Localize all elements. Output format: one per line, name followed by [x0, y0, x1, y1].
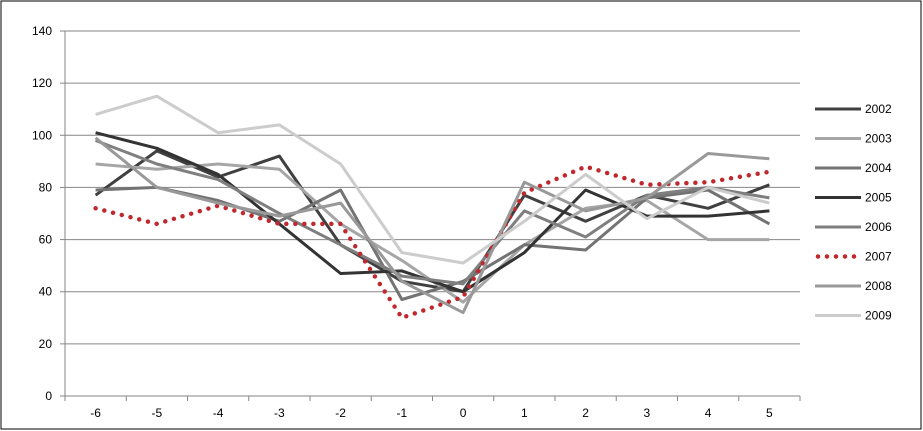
- x-tick-label: 4: [705, 406, 712, 420]
- series-line-2006: [95, 139, 770, 286]
- y-tick-label: 0: [45, 389, 52, 403]
- x-tick-label: -5: [152, 406, 163, 420]
- series-line-2008: [94, 136, 770, 315]
- legend: 2002 2003 2004 2005 2006 2007 2008 2009: [815, 102, 892, 323]
- x-tick-label: -3: [274, 406, 285, 420]
- legend-label-2004: 2004: [865, 161, 892, 175]
- x-tick-label: -2: [335, 406, 346, 420]
- series-line-2004: [95, 185, 771, 301]
- legend-label-2008: 2008: [865, 279, 892, 293]
- x-tick-label: 3: [644, 406, 651, 420]
- gridlines: [65, 30, 800, 345]
- legend-label-2005: 2005: [865, 191, 892, 205]
- series-line-2007: [93, 164, 772, 321]
- x-tick-label: 5: [766, 406, 773, 420]
- series-lines: [93, 94, 772, 321]
- x-tick-label: 2: [582, 406, 589, 420]
- y-tick-label: 120: [32, 76, 52, 90]
- x-tick-label: -4: [213, 406, 224, 420]
- axes: 0 20 40 60 80 100 120 140 -6 -5 -4 -3 -2 -1 0 1 2 3 4 5: [32, 24, 801, 420]
- y-tick-label: 80: [39, 180, 53, 194]
- legend-label-2003: 2003: [865, 132, 892, 146]
- x-tick-label: 1: [521, 406, 528, 420]
- y-tick-label: 140: [32, 24, 52, 38]
- legend-label-2009: 2009: [865, 309, 892, 323]
- x-tick-label: 0: [460, 406, 467, 420]
- y-tick-label: 60: [39, 233, 53, 247]
- legend-label-2007: 2007: [865, 250, 892, 264]
- y-tick-label: 20: [39, 337, 53, 351]
- series-line-2009: [95, 94, 770, 265]
- legend-label-2002: 2002: [865, 102, 892, 116]
- x-tick-label: -6: [90, 406, 101, 420]
- y-tick-label: 100: [32, 128, 52, 142]
- y-tick-label: 40: [39, 285, 53, 299]
- x-tick-label: -1: [397, 406, 408, 420]
- legend-label-2006: 2006: [865, 220, 892, 234]
